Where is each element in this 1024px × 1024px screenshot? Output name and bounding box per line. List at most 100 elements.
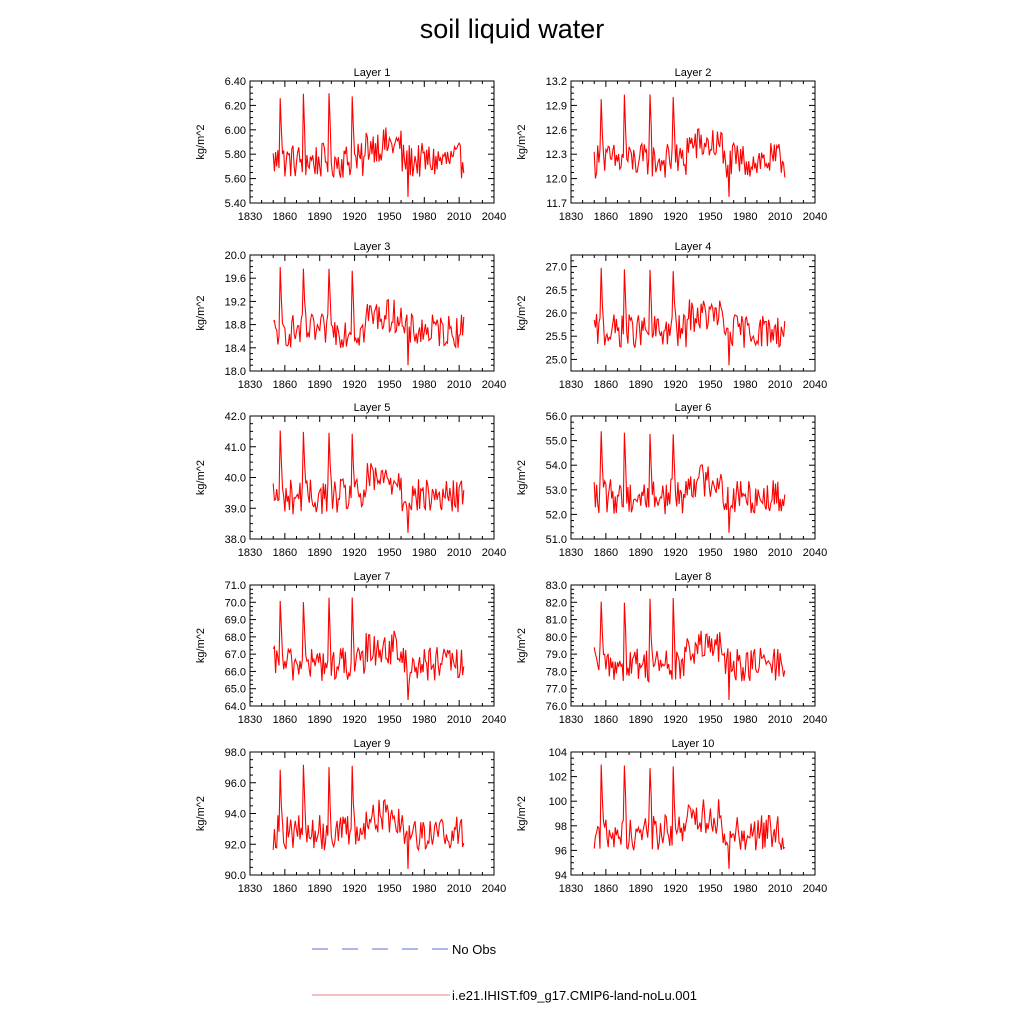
plot-frame (570, 584, 816, 707)
x-tick-label: 1890 (307, 211, 331, 223)
x-tick-label: 2010 (768, 547, 792, 559)
x-tick-label: 1890 (628, 211, 652, 223)
y-tick-label: 51.0 (546, 534, 567, 546)
y-tick-label: 53.0 (546, 485, 567, 497)
y-tick-label: 27.0 (546, 262, 567, 274)
x-tick-label: 1950 (698, 714, 722, 726)
y-tick-label: 69.0 (225, 615, 246, 627)
x-tick-label: 1980 (733, 379, 757, 391)
y-tick-label: 90.0 (225, 870, 246, 882)
x-tick-label: 1980 (733, 883, 757, 895)
x-tick-label: 1950 (377, 379, 401, 391)
y-tick-label: 77.0 (546, 684, 567, 696)
y-tick-label: 65.0 (225, 684, 246, 696)
y-tick-label: 100 (549, 796, 567, 808)
x-tick-label: 2040 (803, 714, 827, 726)
series-line (593, 597, 786, 701)
y-axis-label: kg/m^2 (195, 460, 207, 495)
y-tick-label: 12.9 (546, 100, 567, 112)
x-tick-label: 1980 (412, 211, 436, 223)
x-tick-label: 1860 (594, 547, 618, 559)
x-tick-label: 2010 (768, 883, 792, 895)
x-tick-label: 1920 (342, 714, 366, 726)
x-tick-label: 1950 (698, 547, 722, 559)
y-axis-label: kg/m^2 (516, 124, 528, 159)
series-line (272, 93, 465, 197)
plot-frame (570, 415, 816, 540)
series-line (593, 267, 786, 366)
x-tick-label: 2040 (803, 211, 827, 223)
y-tick-label: 55.0 (546, 436, 567, 448)
y-tick-label: 6.20 (225, 100, 246, 112)
y-tick-label: 5.40 (225, 198, 246, 210)
y-tick-label: 96 (555, 845, 567, 857)
x-tick-label: 1950 (698, 379, 722, 391)
y-tick-label: 26.0 (546, 308, 567, 320)
x-tick-label: 2010 (447, 547, 471, 559)
x-tick-label: 1890 (628, 714, 652, 726)
x-tick-label: 1860 (594, 714, 618, 726)
y-tick-label: 5.60 (225, 174, 246, 186)
y-axis-label: kg/m^2 (516, 796, 528, 831)
x-tick-label: 1920 (342, 211, 366, 223)
panel-layer-10: Layer 10 kg/m^2 1830 1860 1890 1920 1950 1980 20… (516, 738, 827, 895)
x-tick-label: 1830 (238, 211, 262, 223)
series-line (272, 267, 465, 366)
y-tick-label: 19.2 (225, 296, 246, 308)
y-tick-label: 96.0 (225, 778, 246, 790)
x-tick-label: 1980 (412, 379, 436, 391)
y-tick-label: 42.0 (225, 411, 246, 423)
panel-layer-3: Layer 3 kg/m^2 1830 1860 1890 1920 1950 1980 201… (195, 241, 506, 391)
y-tick-label: 52.0 (546, 509, 567, 521)
y-axis-label: kg/m^2 (516, 295, 528, 330)
x-tick-label: 2040 (482, 379, 506, 391)
y-tick-label: 82.0 (546, 597, 567, 609)
x-tick-label: 1920 (663, 883, 687, 895)
series-line (593, 431, 786, 533)
y-tick-label: 64.0 (225, 701, 246, 713)
x-tick-label: 1890 (307, 714, 331, 726)
x-tick-label: 1830 (238, 714, 262, 726)
y-tick-label: 25.5 (546, 331, 567, 343)
x-tick-label: 1920 (663, 379, 687, 391)
x-tick-label: 2010 (768, 211, 792, 223)
y-tick-label: 81.0 (546, 615, 567, 627)
x-tick-label: 1890 (628, 379, 652, 391)
x-tick-label: 2010 (447, 379, 471, 391)
legend-model-label: i.e21.IHIST.f09_g17.CMIP6-land-noLu.001 (452, 988, 697, 1003)
y-tick-label: 25.0 (546, 354, 567, 366)
x-tick-label: 2010 (447, 211, 471, 223)
y-axis-label: kg/m^2 (195, 295, 207, 330)
panel-layer-1: Layer 1 kg/m^2 1830 1860 1890 1920 1950 1980 201… (195, 67, 506, 223)
x-tick-label: 2040 (482, 211, 506, 223)
y-tick-label: 11.7 (546, 198, 567, 210)
panel-layer-7: Layer 7 kg/m^2 1830 1860 1890 1920 1950 1980 201… (195, 571, 506, 726)
y-tick-label: 71.0 (225, 580, 246, 592)
x-tick-label: 1830 (559, 714, 583, 726)
x-tick-label: 2010 (447, 883, 471, 895)
y-tick-label: 78.0 (546, 666, 567, 678)
x-tick-label: 2010 (768, 379, 792, 391)
y-tick-label: 13.2 (546, 76, 567, 88)
x-tick-label: 1860 (594, 883, 618, 895)
y-tick-label: 79.0 (546, 649, 567, 661)
series-line (272, 430, 465, 533)
x-tick-label: 1950 (698, 211, 722, 223)
plot-frame (570, 80, 816, 204)
y-tick-label: 5.80 (225, 149, 246, 161)
y-tick-label: 6.40 (225, 76, 246, 88)
x-tick-label: 1950 (698, 883, 722, 895)
series-line (272, 597, 465, 701)
y-tick-label: 94.0 (225, 809, 246, 821)
y-tick-label: 68.0 (225, 632, 246, 644)
y-tick-label: 12.3 (546, 149, 567, 161)
plot-frame (249, 80, 495, 204)
y-tick-label: 12.6 (546, 125, 567, 137)
x-tick-label: 1980 (733, 547, 757, 559)
x-tick-label: 2040 (803, 379, 827, 391)
y-tick-label: 98 (555, 821, 567, 833)
y-axis-label: kg/m^2 (195, 124, 207, 159)
series-line (593, 764, 786, 869)
y-axis-label: kg/m^2 (195, 796, 207, 831)
x-tick-label: 2010 (447, 714, 471, 726)
